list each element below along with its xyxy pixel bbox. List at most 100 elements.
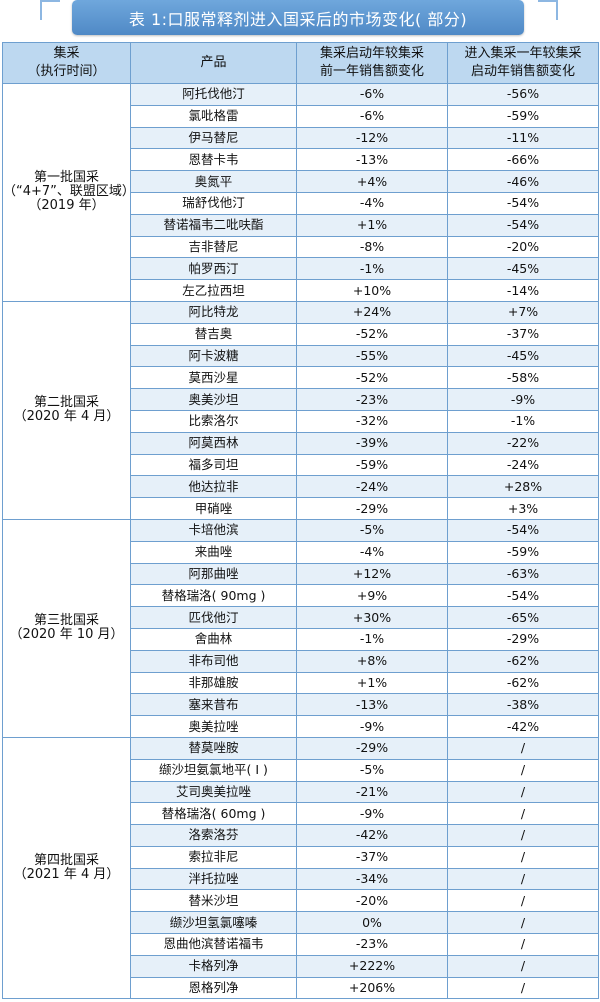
sales-change-after-cell: /: [447, 824, 599, 847]
sales-change-after-cell: -45%: [447, 344, 599, 368]
header-change-after: 进入集采一年较集采 启动年销售额变化: [447, 42, 599, 84]
batch-label-line: （2019 年）: [28, 198, 105, 214]
product-name-cell: 甲硝唑: [130, 497, 297, 520]
table-body: 第一批国采 （“4+7”、联盟区域） （2019 年） 阿托伐他汀 -6% -56% 氯吡格…: [2, 83, 599, 1000]
sales-change-before-cell: -42%: [296, 824, 448, 847]
table-row: 奥氮平 +4% -46%: [3, 170, 599, 193]
sales-change-before-cell: -34%: [296, 867, 448, 891]
sales-change-before-cell: +24%: [296, 300, 448, 324]
sales-change-before-cell: -12%: [296, 126, 448, 150]
sales-change-before-cell: +1%: [296, 213, 448, 237]
product-name-cell: 福多司坦: [130, 453, 297, 477]
sales-change-after-cell: /: [447, 911, 599, 935]
product-name-cell: 塞来昔布: [130, 693, 297, 717]
sales-change-after-cell: -1%: [447, 409, 599, 433]
product-name-cell: 氯吡格雷: [130, 104, 297, 128]
table-row: 比索洛尔 -32% -1%: [3, 409, 599, 433]
product-name-cell: 索拉非尼: [130, 845, 297, 869]
product-name-cell: 奥氮平: [130, 170, 297, 193]
table-row: 第三批国采 （2020 年 10 月） 卡培他滨 -5% -54%: [2, 518, 599, 738]
sales-change-after-cell: +28%: [447, 475, 599, 499]
sales-change-before-cell: -52%: [296, 322, 448, 346]
batch-label-line: （2020 年 10 月）: [9, 627, 124, 643]
sales-change-after-cell: -38%: [447, 693, 599, 717]
sales-change-before-cell: +222%: [296, 954, 448, 978]
product-name-cell: 替格瑞洛( 60mg ): [130, 802, 297, 826]
product-name-cell: 比索洛尔: [130, 409, 297, 433]
product-name-cell: 非布司他: [130, 649, 297, 673]
sales-change-after-cell: -58%: [447, 366, 599, 390]
sales-change-before-cell: -52%: [296, 366, 448, 390]
sales-change-after-cell: +7%: [447, 300, 599, 324]
sales-change-after-cell: /: [447, 780, 599, 804]
sales-change-after-cell: -45%: [447, 257, 599, 281]
product-name-cell: 阿卡波糖: [130, 344, 297, 368]
sales-change-after-cell: -59%: [447, 540, 599, 564]
table-row: 第四批国采 （2021 年 4 月） 替莫唑胺 -29% /: [2, 736, 599, 1000]
sales-change-before-cell: -13%: [296, 148, 448, 172]
sales-change-before-cell: -4%: [296, 540, 448, 564]
product-name-cell: 卡格列净: [130, 954, 297, 978]
batch-label-cell: 第一批国采 （“4+7”、联盟区域） （2019 年）: [2, 83, 131, 302]
product-name-cell: 艾司奥美拉唑: [130, 780, 297, 804]
sales-change-before-cell: -13%: [296, 693, 448, 717]
table-row: 替格瑞洛( 60mg ) -9% /: [3, 802, 599, 826]
sales-change-before-cell: -29%: [296, 736, 448, 760]
product-name-cell: 缬沙坦氨氯地平( Ⅰ ): [130, 758, 297, 782]
sales-change-after-cell: -54%: [447, 213, 599, 237]
sales-change-before-cell: +4%: [296, 170, 448, 193]
table-row: 阿卡波糖 -55% -45%: [3, 344, 599, 368]
sales-change-before-cell: 0%: [296, 911, 448, 935]
product-name-cell: 替格瑞洛( 90mg ): [130, 584, 297, 608]
sales-change-after-cell: /: [447, 736, 599, 760]
sales-change-after-cell: -24%: [447, 453, 599, 477]
table-title-bar: 表 1:口服常释剂进入国采后的市场变化( 部分): [72, 0, 524, 35]
sales-change-after-cell: -20%: [447, 235, 599, 259]
table-row: 第一批国采 （“4+7”、联盟区域） （2019 年） 阿托伐他汀 -6% -56%: [2, 83, 599, 302]
sales-change-before-cell: -5%: [296, 758, 448, 782]
table-row: 恩格列净 +206% /: [3, 976, 599, 1000]
sales-change-before-cell: +9%: [296, 584, 448, 608]
product-name-cell: 恩曲他滨替诺福韦: [130, 933, 297, 956]
sales-change-after-cell: -56%: [447, 83, 599, 106]
table-row: 甲硝唑 -29% +3%: [3, 497, 599, 520]
product-name-cell: 他达拉非: [130, 475, 297, 499]
product-name-cell: 吉非替尼: [130, 235, 297, 259]
table-row: 来曲唑 -4% -59%: [3, 540, 599, 564]
table-row: 第二批国采 （2020 年 4 月） 阿比特龙 +24% +7%: [2, 300, 599, 520]
sales-change-before-cell: -1%: [296, 257, 448, 281]
product-name-cell: 替米沙坦: [130, 889, 297, 913]
table-row: 恩曲他滨替诺福韦 -23% /: [3, 933, 599, 956]
sales-change-before-cell: -24%: [296, 475, 448, 499]
table-row: 他达拉非 -24% +28%: [3, 475, 599, 499]
header-batch-line-1: 集采: [53, 46, 80, 61]
header-product: 产品: [130, 42, 297, 84]
sales-change-after-cell: -42%: [447, 715, 599, 738]
batch-label-line: （2020 年 4 月）: [13, 409, 120, 425]
sales-change-after-cell: +3%: [447, 497, 599, 520]
sales-change-after-cell: /: [447, 758, 599, 782]
sales-change-before-cell: -1%: [296, 627, 448, 651]
sales-change-after-cell: -65%: [447, 606, 599, 629]
sales-change-after-cell: /: [447, 976, 599, 1000]
table-row: 奥美拉唑 -9% -42%: [3, 715, 599, 738]
sales-change-after-cell: -29%: [447, 627, 599, 651]
sales-change-before-cell: -9%: [296, 802, 448, 826]
sales-change-after-cell: /: [447, 933, 599, 956]
sales-change-before-cell: +206%: [296, 976, 448, 1000]
product-name-cell: 替吉奥: [130, 322, 297, 346]
sales-change-before-cell: -6%: [296, 83, 448, 106]
table-title: 表 1:口服常释剂进入国采后的市场变化( 部分): [128, 10, 468, 29]
sales-change-after-cell: -59%: [447, 104, 599, 128]
table-row: 泮托拉唑 -34% /: [3, 867, 599, 891]
header-change-after-line-1: 进入集采一年较集采: [464, 46, 582, 61]
sales-change-before-cell: -59%: [296, 453, 448, 477]
table-row: 阿那曲唑 +12% -63%: [3, 562, 599, 586]
sales-change-after-cell: -22%: [447, 431, 599, 455]
header-batch-line-2: （执行时间）: [27, 64, 106, 79]
product-name-cell: 阿托伐他汀: [130, 83, 297, 106]
product-name-cell: 泮托拉唑: [130, 867, 297, 891]
product-name-cell: 帕罗西汀: [130, 257, 297, 281]
sales-change-after-cell: /: [447, 845, 599, 869]
sales-change-before-cell: -8%: [296, 235, 448, 259]
